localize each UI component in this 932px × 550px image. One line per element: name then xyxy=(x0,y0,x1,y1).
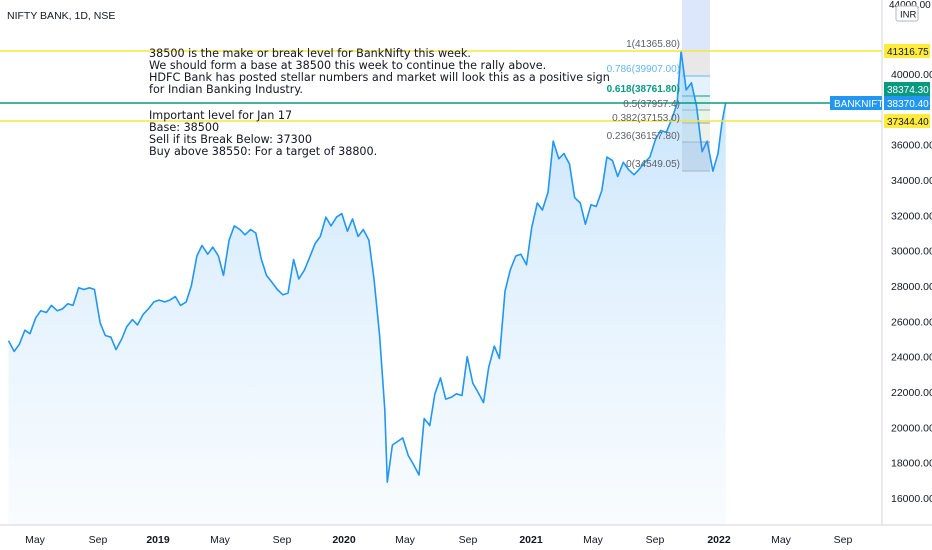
time-tick-label: Sep xyxy=(459,534,478,546)
price-tick-label: 32000.00 xyxy=(891,210,932,222)
time-tick-label: 2019 xyxy=(146,534,170,546)
price-tag-last-label: 38374.30 xyxy=(887,85,929,96)
currency-badge[interactable] xyxy=(895,5,919,22)
time-tick-label: Sep xyxy=(89,534,108,546)
price-tick-label: 24000.00 xyxy=(891,352,932,364)
price-tick-label: 22000.00 xyxy=(891,387,932,399)
price-tag-symbol-label: 38370.40 xyxy=(887,99,929,110)
time-tick-label: May xyxy=(583,534,604,546)
time-tick-label: 2022 xyxy=(707,534,731,546)
fib-level-label: 0.618(38761.80) xyxy=(607,84,680,95)
note-line: Important level for Jan 17 xyxy=(149,109,292,122)
note-line: for Indian Banking Industry. xyxy=(149,83,303,96)
note-line: HDFC Bank has posted stellar numbers and… xyxy=(149,71,610,84)
fib-level-label: 0.236(36157.80) xyxy=(607,131,680,142)
price-tag-lower xyxy=(884,114,930,128)
price-tag-symbol xyxy=(884,96,930,110)
price-tick-label: 18000.00 xyxy=(891,458,932,470)
symbol-tag-label: BANKNIFTY xyxy=(834,99,890,110)
price-tick-label: 40000.00 xyxy=(891,69,932,81)
time-tick-label: 2021 xyxy=(519,534,543,546)
price-line xyxy=(7,50,727,483)
price-axis-ticks: 16000.00 18000.00 20000.00 22000.00 24000.00… xyxy=(891,69,932,505)
note-line: Sell if its Break Below: 37300 xyxy=(149,133,312,146)
note-line: We should form a base at 38500 this week… xyxy=(149,59,546,72)
fib-highlight-column xyxy=(682,0,710,51)
price-tick-label: 34000.00 xyxy=(891,175,932,187)
fib-level-label: 1(41365.80) xyxy=(626,39,680,50)
price-tag-upper xyxy=(884,44,930,58)
price-tick-label: 36000.00 xyxy=(891,140,932,152)
note-line: 38500 is the make or break level for Ban… xyxy=(149,47,471,60)
currency-label: INR xyxy=(900,10,917,21)
time-tick-label: May xyxy=(25,534,46,546)
price-tick-label: 30000.00 xyxy=(891,246,932,258)
fib-zone-1-0786 xyxy=(682,51,710,76)
time-tick-label: May xyxy=(771,534,792,546)
fib-level-label: 0.382(37153.0) xyxy=(612,113,680,124)
fib-level-label: 0.786(39907.00) xyxy=(607,64,680,75)
time-tick-label: May xyxy=(210,534,231,546)
time-axis-ticks: May Sep 2019 May Sep 2020 May Sep 2021 May Sep 2022… xyxy=(25,534,852,546)
price-tick-label: 26000.00 xyxy=(891,316,932,328)
time-tick-label: Sep xyxy=(646,534,665,546)
fib-labels: 1(41365.80) 0.786(39907.00) 0.618(38761.80… xyxy=(607,39,680,170)
note-line: Base: 38500 xyxy=(149,121,219,134)
price-tag-last xyxy=(884,82,930,96)
price-tag-lower-label: 37344.40 xyxy=(887,117,929,128)
price-tag-upper-label: 41316.75 xyxy=(887,47,929,58)
time-tick-label: Sep xyxy=(273,534,292,546)
price-area-fill xyxy=(8,51,726,525)
fib-level-label: 0(34549.05) xyxy=(626,159,680,170)
time-tick-label: May xyxy=(395,534,416,546)
symbol-title: NIFTY BANK, 1D, NSE xyxy=(7,10,115,22)
annotation-notes[interactable]: 38500 is the make or break level for Ban… xyxy=(149,47,610,158)
time-tick-label: 2020 xyxy=(332,534,356,546)
symbol-tag[interactable] xyxy=(830,96,882,110)
fib-level-label: 0.5(37957.4) xyxy=(623,99,680,110)
price-tick-label: 28000.00 xyxy=(891,281,932,293)
price-tick-label: 20000.00 xyxy=(891,422,932,434)
note-line: Buy above 38550: For a target of 38800. xyxy=(149,145,377,158)
price-tick-label: 16000.00 xyxy=(891,493,932,505)
time-tick-label: Sep xyxy=(834,534,853,546)
